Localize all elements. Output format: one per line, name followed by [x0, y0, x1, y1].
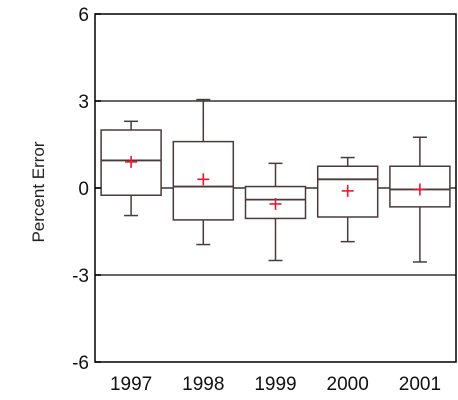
- x-tick-label: 2001: [399, 374, 441, 395]
- y-tick-label: -6: [72, 353, 89, 374]
- box-2000: [316, 156, 379, 243]
- y-tick-label: 3: [78, 92, 89, 113]
- box-1998: [172, 98, 235, 246]
- x-tick-label: 2000: [327, 374, 369, 395]
- y-tick-label: 6: [78, 5, 89, 26]
- box-series: [100, 98, 451, 263]
- y-tick-label: -3: [72, 266, 89, 287]
- box-1999: [244, 162, 307, 262]
- y-axis-ticks: -6 -3 0 3 6: [72, 5, 101, 374]
- box-1997: [100, 120, 162, 217]
- y-axis-label: Percent Error: [29, 141, 48, 242]
- x-tick-label: 1998: [182, 374, 224, 395]
- iqr-box: [316, 165, 379, 218]
- x-tick-label: 1997: [110, 374, 152, 395]
- x-axis-ticks: 1997 1998 1999 2000 2001: [110, 374, 441, 395]
- y-tick-label: 0: [78, 179, 89, 200]
- x-tick-label: 1999: [254, 374, 296, 395]
- box-2001: [389, 136, 451, 263]
